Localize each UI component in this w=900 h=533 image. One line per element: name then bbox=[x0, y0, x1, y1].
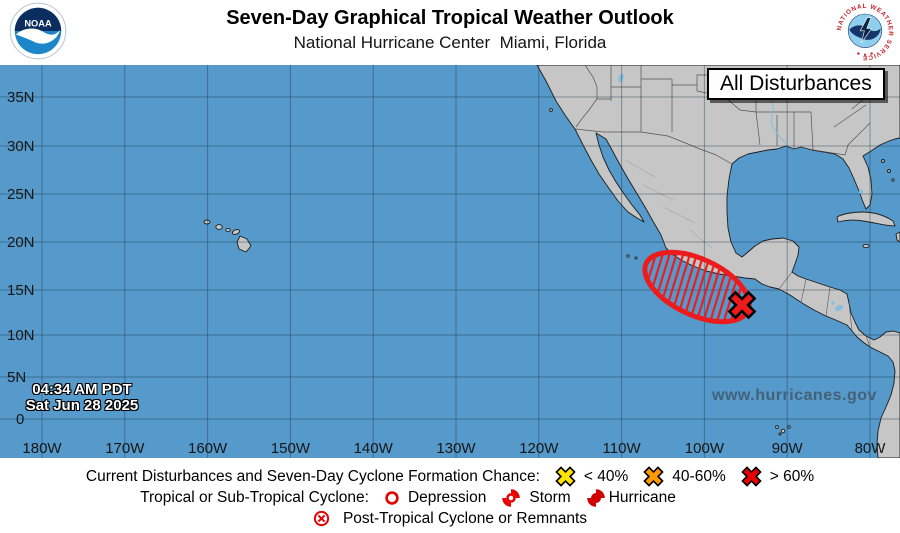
noaa-logo-text: NOAA bbox=[24, 18, 52, 28]
galapagos-island bbox=[775, 425, 779, 429]
noaa-logo-sky bbox=[14, 7, 62, 32]
lat-label: 0 bbox=[16, 411, 24, 428]
landmass-group bbox=[203, 65, 900, 458]
hawaii-island bbox=[225, 227, 231, 233]
legend-row-post-tropical: Post-Tropical Cyclone or Remnants bbox=[0, 508, 900, 529]
page-title: Seven-Day Graphical Tropical Weather Out… bbox=[226, 7, 674, 29]
hawaii-island bbox=[203, 219, 211, 225]
timestamp-time: 04:34 AM PDT bbox=[32, 381, 132, 398]
legend-item-label: Post-Tropical Cyclone or Remnants bbox=[342, 509, 588, 527]
legend-item-label: 40-60% bbox=[672, 467, 726, 485]
lat-label: 30N bbox=[7, 138, 35, 155]
legend-row-cyclone-types: Tropical or Sub-Tropical Cyclone: Depres… bbox=[0, 487, 858, 508]
bahamas-island bbox=[887, 169, 891, 173]
outlook-map[interactable]: 35N 30N 25N 20N 15N 10N 5N 0 180W 170W 1… bbox=[0, 65, 900, 458]
graticule-labels: 35N 30N 25N 20N 15N 10N 5N 0 180W 170W 1… bbox=[7, 89, 886, 457]
legend-item-lt40: < 40% bbox=[555, 466, 628, 487]
lake-nicaragua bbox=[834, 304, 844, 312]
lon-label: 170W bbox=[105, 440, 145, 457]
legend-item-label: < 40% bbox=[583, 467, 629, 485]
page-subtitle: National Hurricane Center Miami, Florida bbox=[293, 33, 607, 52]
lake-managua bbox=[831, 301, 835, 305]
depression-circle-icon bbox=[384, 490, 400, 506]
lon-label: 140W bbox=[354, 440, 394, 457]
lon-label: 180W bbox=[22, 440, 62, 457]
galapagos-island bbox=[780, 428, 786, 434]
legend-item-label: Depression bbox=[407, 488, 487, 506]
hawaii-big-island bbox=[236, 235, 252, 253]
revillagigedo-island bbox=[634, 256, 638, 260]
legend-row2-label: Tropical or Sub-Tropical Cyclone: bbox=[140, 488, 369, 506]
legend-row-formation-chance: Current Disturbances and Seven-Day Cyclo… bbox=[0, 466, 900, 487]
cuba-island bbox=[836, 211, 896, 227]
guadalupe-island bbox=[549, 108, 553, 112]
mexico-state-borders bbox=[624, 159, 713, 249]
lat-label: 10N bbox=[7, 327, 35, 344]
graticule bbox=[0, 65, 900, 458]
nws-logo: NATIONAL WEATHER SERVICE bbox=[835, 2, 895, 62]
galapagos-island bbox=[778, 432, 782, 436]
hurricane-icon bbox=[586, 488, 606, 508]
lon-label: 160W bbox=[188, 440, 228, 457]
legend-item-label: Hurricane bbox=[608, 488, 676, 506]
nws-logo-dot bbox=[870, 52, 873, 55]
issuance-timestamp: 04:34 AM PDT Sat Jun 28 2025 bbox=[16, 382, 148, 414]
lat-label: 25N bbox=[7, 186, 35, 203]
hawaii-island bbox=[215, 224, 223, 230]
legend-row1-label: Current Disturbances and Seven-Day Cyclo… bbox=[85, 467, 540, 485]
lat-label: 35N bbox=[7, 89, 35, 106]
lat-label: 20N bbox=[7, 234, 35, 251]
nws-logo-dot bbox=[863, 53, 867, 56]
basemap-svg: 35N 30N 25N 20N 15N 10N 5N 0 180W 170W 1… bbox=[0, 65, 900, 458]
legend-item-label: Storm bbox=[529, 488, 571, 506]
hispaniola-edge bbox=[895, 231, 900, 243]
legend-item-label: > 60% bbox=[769, 467, 815, 485]
hawaii-island bbox=[231, 229, 241, 235]
lat-label: 5N bbox=[7, 369, 26, 386]
lon-label: 100W bbox=[685, 440, 725, 457]
nws-logo-dot bbox=[857, 52, 860, 55]
bahamas-island bbox=[891, 178, 895, 182]
legend-item-post-tropical: Post-Tropical Cyclone or Remnants bbox=[313, 510, 587, 528]
legend-item-storm: Storm bbox=[501, 488, 571, 508]
legend-item-depression: Depression bbox=[384, 489, 486, 507]
lon-label: 110W bbox=[603, 440, 642, 457]
lat-label: 15N bbox=[7, 282, 35, 299]
nws-lightning-icon bbox=[859, 17, 873, 43]
lon-label: 150W bbox=[271, 440, 311, 457]
noaa-seagull-icon bbox=[15, 28, 61, 44]
jamaica-island bbox=[862, 243, 870, 249]
storm-icon bbox=[501, 488, 521, 508]
legend-item-hurricane: Hurricane bbox=[586, 488, 676, 508]
all-disturbances-box: All Disturbances bbox=[707, 68, 885, 100]
legend-item-40to60: 40-60% bbox=[643, 466, 726, 487]
header: NOAA Seven-Day Graphical Tropical Weathe… bbox=[0, 0, 900, 65]
lake-okeechobee bbox=[858, 189, 864, 195]
noaa-logo: NOAA bbox=[9, 2, 67, 60]
circled-x-icon bbox=[313, 510, 330, 527]
great-salt-lake bbox=[618, 73, 624, 83]
central-america-borders bbox=[778, 271, 871, 348]
bahamas-island bbox=[881, 159, 885, 163]
lon-label: 120W bbox=[519, 440, 559, 457]
disturbance-x-marker[interactable] bbox=[723, 286, 761, 324]
legend: Current Disturbances and Seven-Day Cyclo… bbox=[0, 458, 900, 533]
lon-label: 130W bbox=[436, 440, 476, 457]
legend-item-gt60: > 60% bbox=[741, 466, 814, 487]
lon-label: 90W bbox=[772, 440, 804, 457]
x-yellow-icon bbox=[555, 466, 576, 487]
x-red-icon bbox=[741, 466, 762, 487]
x-orange-icon bbox=[643, 466, 664, 487]
galapagos-island bbox=[787, 425, 791, 429]
north-central-america-land bbox=[536, 65, 900, 458]
timestamp-date: Sat Jun 28 2025 bbox=[25, 397, 139, 414]
lon-label: 80W bbox=[855, 440, 887, 457]
hurricanes-gov-watermark: www.hurricanes.gov bbox=[712, 387, 877, 404]
revillagigedo-island bbox=[626, 254, 630, 258]
